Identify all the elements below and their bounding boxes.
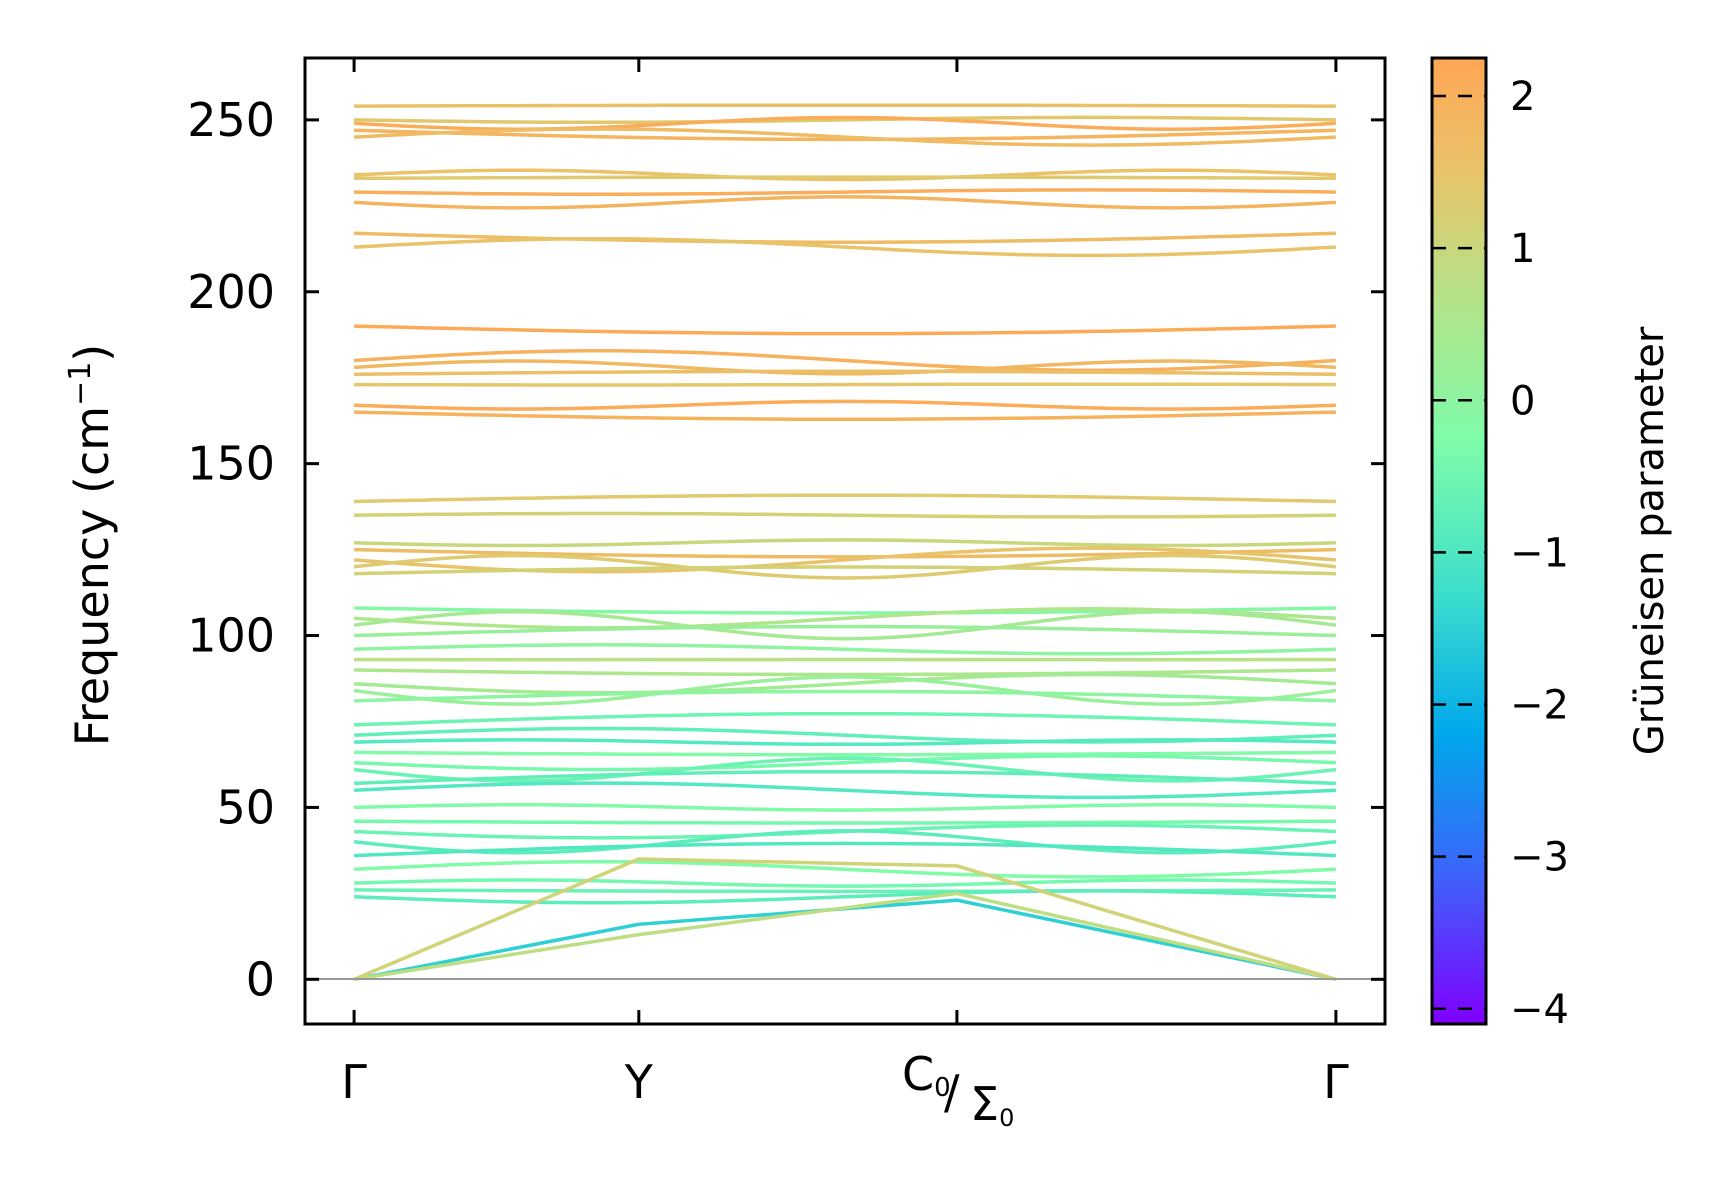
x-label-slash: / [944,1065,960,1119]
band-line [354,231,1336,244]
band-line [354,769,1336,786]
colorbar-tick-label: −4 [1510,987,1569,1033]
acoustic-1 [353,898,1337,982]
y-tick-label: 200 [187,265,275,319]
band-line [354,841,1336,858]
x-label-c-main: C0 [902,1047,951,1103]
band-line [354,168,1336,182]
band-line [354,738,1336,747]
y-axis-ticks: 0 50 100 150 200 250 [187,93,1385,1006]
band-line [354,369,1336,377]
colorbar-ticks: 2 1 0 −1 −2 −3 −4 [1432,74,1569,1033]
colorbar-tick-label: −2 [1510,683,1569,729]
band-line [354,127,1336,147]
plot-frame [303,56,1387,1026]
band-line [354,399,1336,411]
band-line [353,349,1337,373]
y-tick-label: 50 [216,780,275,834]
y-tick-label: 150 [187,437,275,491]
band-line [354,382,1336,387]
y-tick-label: 100 [187,609,275,663]
acoustic-3 [353,857,1337,981]
colorbar [1430,56,1488,1026]
band-line [354,750,1336,757]
band-line [354,175,1336,181]
acoustic-2 [353,891,1337,982]
band-line [354,538,1336,548]
band-line [353,553,1337,580]
band-line [353,675,1337,706]
band-line [354,819,1336,825]
band-line [354,878,1336,888]
y-tick-label: 0 [246,952,275,1006]
band-line [354,624,1336,638]
x-tick-label: Γ [1323,1055,1349,1109]
band-line [353,359,1337,376]
x-label-sigma: Σ0 [970,1077,1014,1132]
band-line [354,711,1336,727]
band-line [354,889,1336,905]
band-line [354,103,1336,108]
colorbar-tick-label: −1 [1510,530,1569,576]
band-line [354,643,1336,656]
colorbar-tick-label: 0 [1510,378,1535,424]
band-line [353,609,1337,641]
band-line [354,236,1336,258]
band-line [354,781,1336,800]
x-label-c0-sigma0: C0 / Σ0 [902,1047,1014,1132]
colorbar-tick-label: 1 [1510,226,1535,272]
band-line [354,668,1336,677]
band-line [354,565,1336,576]
colorbar-tick-label: 2 [1510,74,1535,120]
band-line [354,410,1336,422]
band-line [354,115,1336,125]
band-line [353,829,1337,855]
band-line [354,859,1336,879]
y-tick-label: 250 [187,93,275,147]
band-line [354,128,1336,142]
y-axis-title-close: ) [65,344,119,362]
y-axis-title-main: Frequency (cm [65,406,119,746]
band-line [354,754,1336,772]
colorbar-tick-label: −3 [1510,835,1569,881]
colorbar-title: Grüneisen parameter [1627,326,1673,755]
x-tick-label: Y [624,1055,654,1109]
band-line [354,511,1336,519]
band-line [354,324,1336,336]
band-lines [353,103,1337,982]
band-line [354,547,1336,559]
band-line [354,689,1336,703]
band-line [353,756,1337,783]
x-tick-label: Γ [341,1055,367,1109]
band-line [354,493,1336,504]
band-line [354,188,1336,196]
y-axis-title: Frequency (cm−1) [63,344,119,747]
y-axis-title-sup: −1 [63,362,98,406]
band-line [354,803,1336,812]
band-line [354,195,1336,210]
band-line [354,672,1337,695]
